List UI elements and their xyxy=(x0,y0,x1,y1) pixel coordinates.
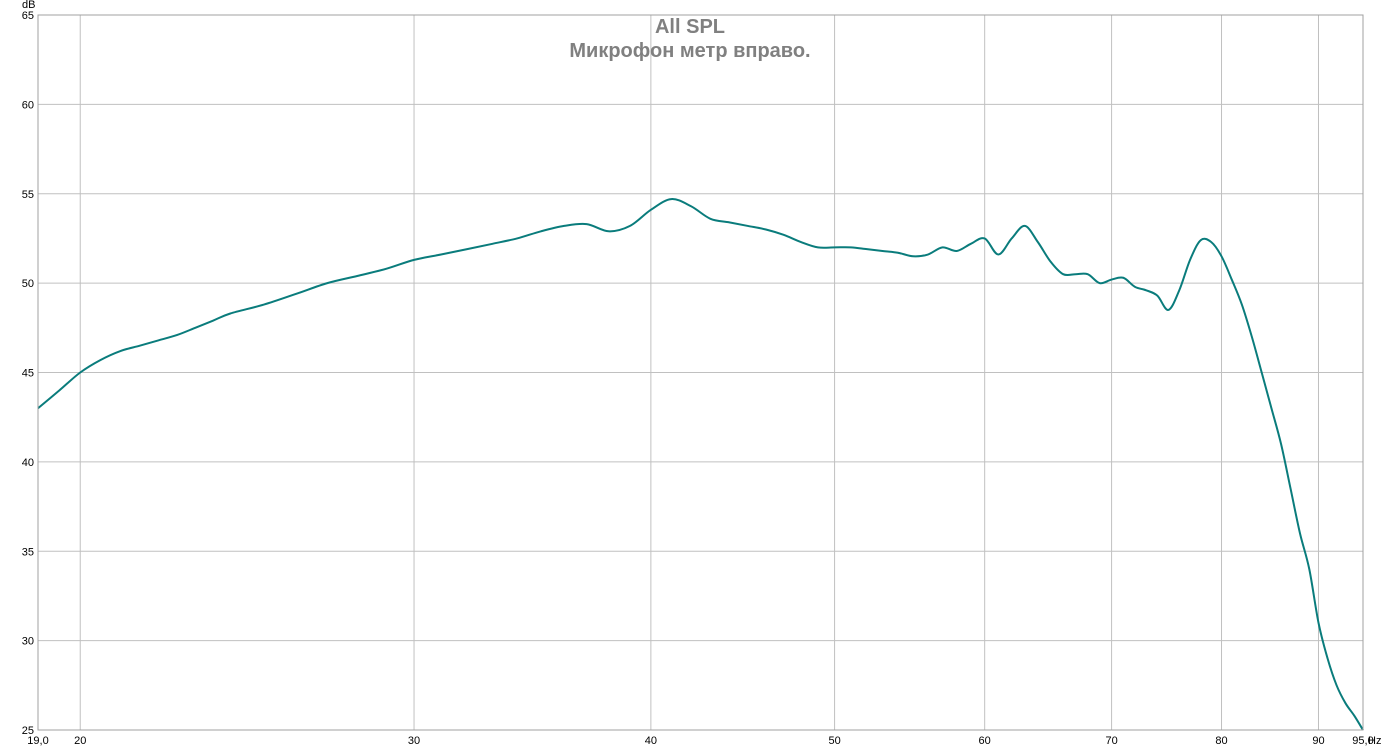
x-tick-label: 70 xyxy=(1105,735,1117,747)
y-tick-label: 55 xyxy=(22,189,34,201)
x-tick-label: 40 xyxy=(645,735,657,747)
series-line xyxy=(37,198,1364,731)
y-tick-label: 65 xyxy=(22,10,34,22)
y-tick-label: 25 xyxy=(22,725,34,737)
series-group xyxy=(37,198,1364,731)
x-tick-label: 60 xyxy=(979,735,991,747)
x-axis-unit: Hz xyxy=(1368,735,1381,747)
y-tick-label: 40 xyxy=(22,457,34,469)
x-tick-label: 19,0 xyxy=(27,735,48,747)
y-tick-label: 35 xyxy=(22,546,34,558)
plot-border xyxy=(37,14,1364,731)
y-tick-labels: 25 30 35 40 45 50 55 60 65 xyxy=(22,10,34,737)
y-tick-label: 45 xyxy=(22,368,34,380)
x-tick-label: 50 xyxy=(828,735,840,747)
y-axis-label: dB xyxy=(22,0,35,11)
chart-title: All SPL xyxy=(655,16,725,38)
x-tick-label: 90 xyxy=(1312,735,1324,747)
chart-subtitle: Микрофон метр вправо. xyxy=(569,40,810,62)
x-tick-label: 95,0 xyxy=(1352,735,1373,747)
y-tick-label: 30 xyxy=(22,636,34,648)
x-tick-label: 20 xyxy=(74,735,86,747)
x-tick-label: 30 xyxy=(408,735,420,747)
x-tick-labels: 19,0 20 30 40 50 60 70 80 90 95,0 xyxy=(27,735,1373,747)
y-tick-label: 60 xyxy=(22,99,34,111)
y-tick-label: 50 xyxy=(22,278,34,290)
x-tick-label: 80 xyxy=(1215,735,1227,747)
